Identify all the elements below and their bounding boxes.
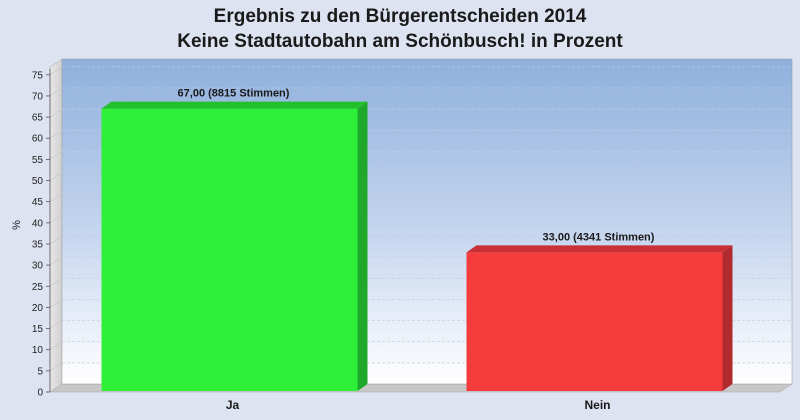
y-axis: 0 5 10 15 20 25 30 35 40 45 50 55 60 65 70 75 [32,68,51,399]
y-tick-label: 30 [32,261,44,272]
bar-top-nein [466,245,733,253]
y-tick-label: 35 [32,239,44,250]
gridline-side [49,151,63,160]
x-tick-label-ja: Ja [226,398,240,412]
bar-top-ja [101,101,368,109]
y-tick-label: 65 [32,113,44,124]
y-axis-label: % [11,220,23,230]
gridline-side [49,193,63,202]
data-labels-layer: 67,00 (8815 Stimmen) Ja 33,00 (4341 Stimme… [178,88,655,412]
y-tick-label: 10 [32,345,44,356]
bar-ja [101,108,358,392]
data-label-ja: 67,00 (8815 Stimmen) [178,88,290,100]
bar-side-nein [722,245,733,391]
x-tick-label-nein: Nein [584,398,610,412]
chart-title-line-2: Keine Stadtautobahn am Schönbusch! in Pr… [177,31,623,52]
gridline-side [49,299,63,308]
gridline-side [49,362,63,372]
bar-nein [466,252,723,391]
gridline-side [49,172,63,181]
gridline-side [49,320,63,329]
y-tick-label: 45 [32,197,44,208]
bars-layer [101,101,733,392]
gridline-side [49,108,63,118]
gridline-side [49,278,63,287]
y-tick-label: 75 [32,70,44,81]
y-tick-label: 60 [32,134,44,145]
y-tick-label: 0 [37,388,43,399]
gridline-side [49,256,63,266]
chart-title-line-1: Ergebnis zu den Bürgerentscheiden 2014 [214,6,587,27]
y-tick-label: 20 [32,303,44,314]
y-tick-label: 40 [32,218,44,229]
y-tick-label: 55 [32,155,44,166]
y-tick-label: 50 [32,176,44,187]
bar-side-ja [357,101,368,392]
gridline-side [49,214,63,224]
y-tick-label: 5 [37,366,43,377]
y-tick-label: 70 [32,91,44,102]
gridline-side [49,66,63,76]
gridline-side [49,129,63,139]
y-tick-label: 25 [32,282,44,293]
plot-side-wall [49,58,63,393]
data-label-nein: 33,00 (4341 Stimmen) [543,231,655,243]
y-tick-label: 15 [32,324,44,335]
gridline-side [49,235,63,245]
gridline-side [49,87,63,97]
gridline-side [49,341,63,350]
